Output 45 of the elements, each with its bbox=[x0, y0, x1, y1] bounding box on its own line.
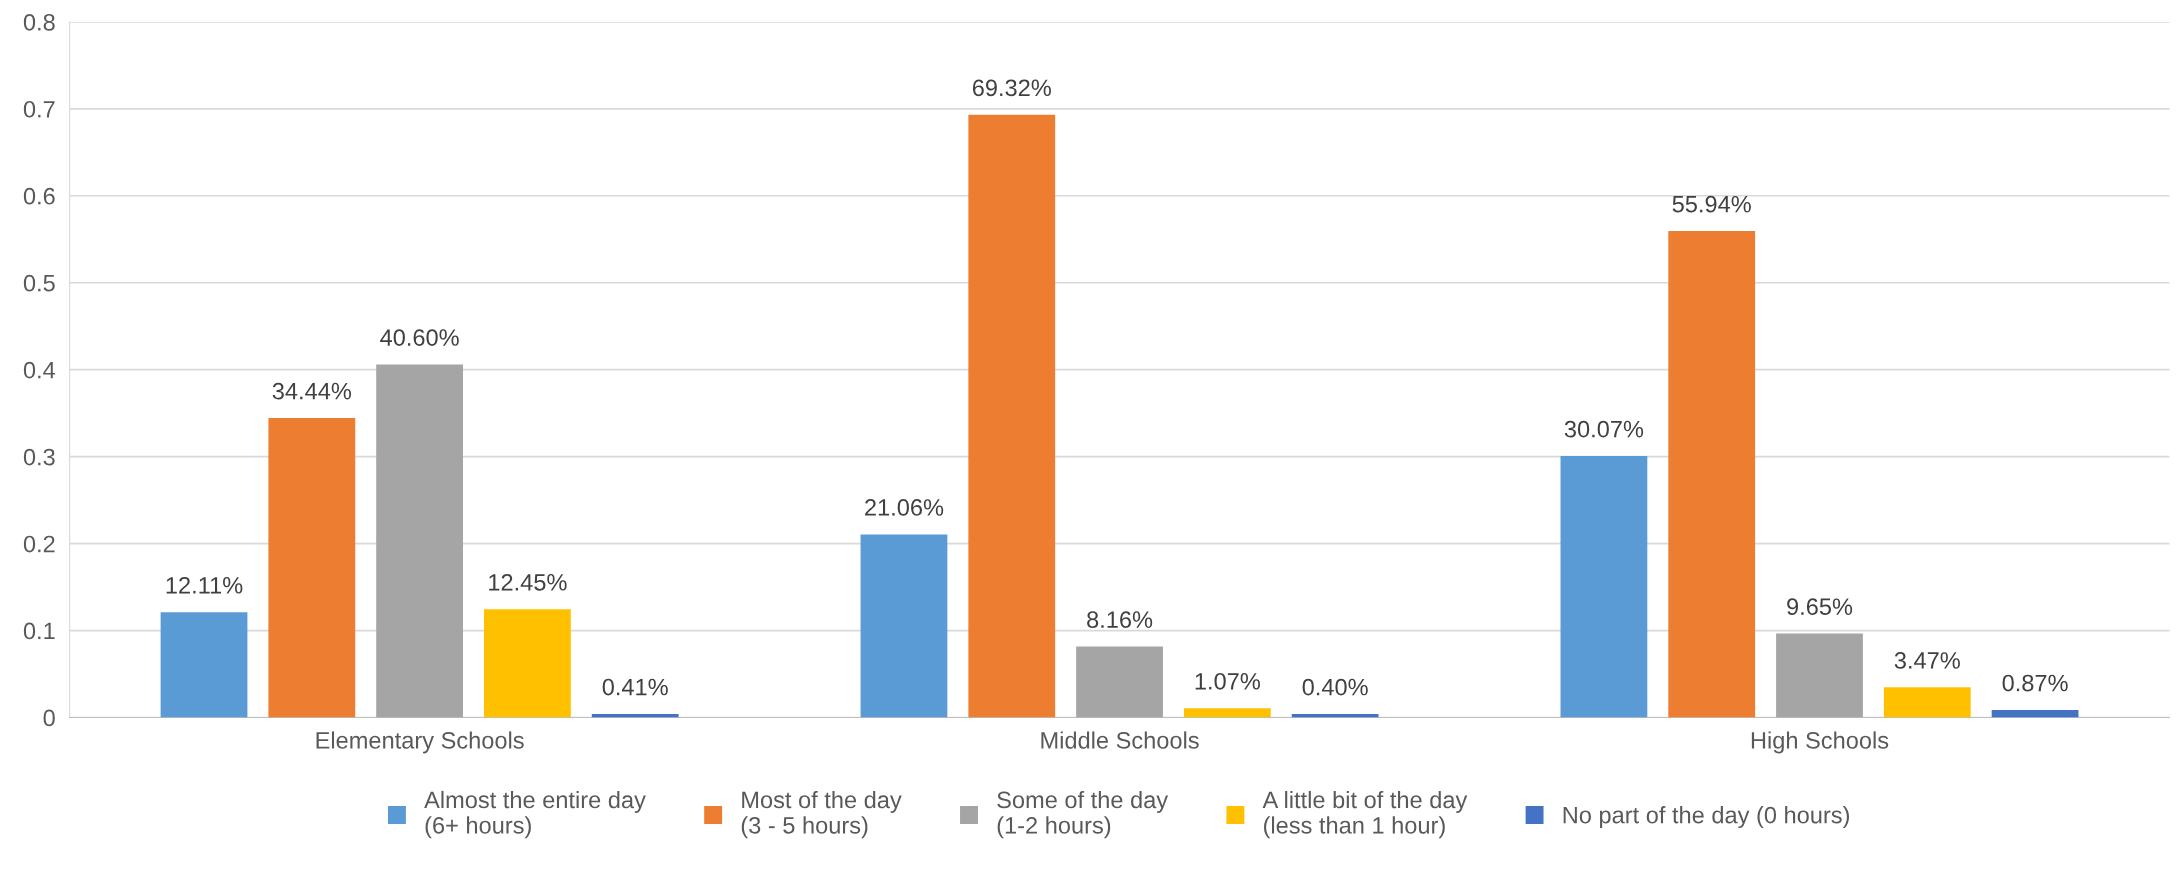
y-tick-label: 0 bbox=[43, 709, 55, 727]
data-label: 30.07% bbox=[1564, 420, 1644, 438]
legend-label: No part of the day (0 hours) bbox=[1563, 806, 1849, 829]
bar bbox=[484, 609, 571, 718]
x-tick-label: Elementary Schools bbox=[316, 731, 524, 754]
y-tick-label: 0.1 bbox=[23, 622, 55, 640]
data-label: 40.60% bbox=[380, 329, 459, 346]
x-tick-label: High Schools bbox=[1751, 731, 1889, 754]
legend-label: Almost the entire day (6+ hours) bbox=[424, 790, 646, 839]
data-label: 69.32% bbox=[972, 79, 1051, 97]
legend-label: Some of the day (1-2 hours) bbox=[997, 790, 1169, 839]
data-label: 12.45% bbox=[489, 573, 567, 591]
bar bbox=[1991, 709, 2079, 718]
legend-label: A little bit of the day (less than 1 hour) bbox=[1262, 790, 1468, 839]
y-tick-label: 0.8 bbox=[23, 13, 55, 31]
data-label: 3.47% bbox=[1894, 652, 1960, 669]
data-label: 0.40% bbox=[1302, 678, 1368, 696]
y-tick-label: 0.3 bbox=[23, 448, 55, 466]
legend-label: Most of the day (3 - 5 hours) bbox=[741, 790, 902, 839]
x-tick-label: Middle Schools bbox=[1041, 731, 1199, 749]
bar bbox=[1076, 646, 1163, 718]
y-tick-label: 0.4 bbox=[23, 361, 56, 379]
bar bbox=[968, 114, 1056, 718]
bar bbox=[376, 364, 463, 718]
bar bbox=[1183, 708, 1271, 718]
bar bbox=[1668, 231, 1756, 718]
data-label: 55.94% bbox=[1672, 195, 1751, 213]
data-label: 34.44% bbox=[272, 382, 352, 400]
y-tick-label: 0.6 bbox=[23, 187, 55, 205]
bar bbox=[860, 534, 948, 718]
data-label: 0.41% bbox=[602, 678, 668, 696]
data-label: 21.06% bbox=[865, 499, 944, 516]
y-tick-label: 0.7 bbox=[23, 100, 55, 118]
bar bbox=[1560, 456, 1648, 718]
bar bbox=[1776, 633, 1863, 718]
data-label: 1.07% bbox=[1195, 672, 1260, 690]
y-tick-label: 0.5 bbox=[23, 274, 55, 292]
bar bbox=[1883, 687, 1971, 718]
data-label: 12.11% bbox=[166, 576, 243, 594]
data-label: 8.16% bbox=[1087, 611, 1153, 628]
y-tick-label: 0.2 bbox=[23, 535, 55, 553]
data-label: 9.65% bbox=[1787, 598, 1853, 616]
bar bbox=[160, 612, 248, 718]
bar bbox=[268, 418, 356, 718]
data-label: 0.87% bbox=[2002, 674, 2068, 692]
